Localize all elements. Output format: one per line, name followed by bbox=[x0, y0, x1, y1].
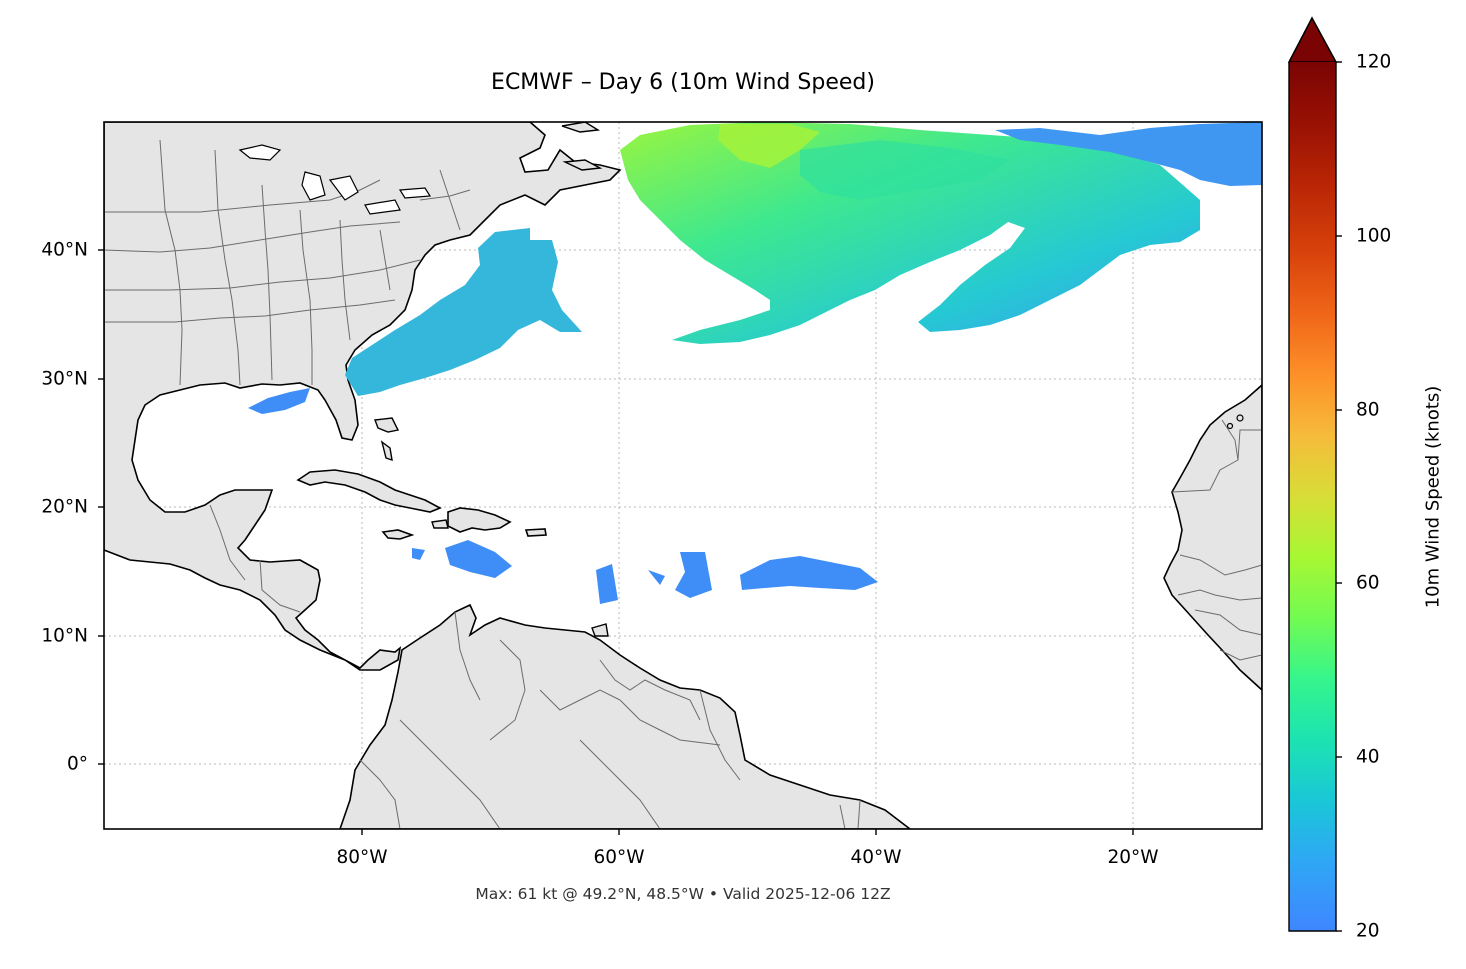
lon-label-20w: 20°W bbox=[1107, 847, 1159, 868]
great-lakes bbox=[238, 144, 432, 215]
colorbar-tick-label-20: 20 bbox=[1356, 920, 1380, 942]
gulf-island-land bbox=[561, 122, 601, 133]
colorbar-tick-label-40: 40 bbox=[1356, 746, 1380, 768]
wind-swath-jet-core bbox=[718, 124, 820, 168]
colorbar-tick-label-120: 120 bbox=[1356, 51, 1392, 73]
south-america-land bbox=[339, 603, 912, 829]
bahamas-land bbox=[374, 417, 449, 529]
wind-swath-us-east-coast bbox=[345, 228, 582, 396]
jamaica-land bbox=[381, 529, 415, 540]
pei-land bbox=[562, 159, 603, 171]
lat-label-0: 0° bbox=[66, 753, 88, 775]
lat-label-20n: 20°N bbox=[41, 496, 88, 518]
map-title: ECMWF – Day 6 (10m Wind Speed) bbox=[491, 70, 875, 95]
colorbar-gradient bbox=[1289, 62, 1336, 931]
lat-label-10n: 10°N bbox=[41, 625, 88, 647]
colorbar-tick-label-80: 80 bbox=[1356, 399, 1380, 421]
africa-land bbox=[1163, 383, 1262, 692]
colorbar bbox=[1287, 16, 1342, 932]
wind-swath-north-atlantic-jet bbox=[620, 122, 1200, 344]
lon-label-80w: 80°W bbox=[336, 847, 388, 868]
colorbar-tick-label-100: 100 bbox=[1356, 225, 1392, 247]
max-wind-note: Max: 61 kt @ 49.2°N, 48.5°W • Valid 2025… bbox=[475, 885, 891, 903]
map-frame bbox=[103, 121, 1263, 830]
colorbar-ticks bbox=[1336, 61, 1342, 932]
trinidad-land bbox=[591, 623, 609, 637]
lon-label-60w: 60°W bbox=[593, 847, 645, 868]
lat-label-40n: 40°N bbox=[41, 239, 88, 261]
colorbar-label: 10m Wind Speed (knots) bbox=[1422, 385, 1444, 609]
political-borders bbox=[104, 139, 1262, 829]
canary-islands bbox=[1226, 414, 1244, 430]
wind-swath-caribbean bbox=[412, 540, 878, 604]
wind-swath-jet-mid bbox=[800, 140, 1010, 200]
lon-label-40w: 40°W bbox=[850, 847, 902, 868]
axis-ticks bbox=[98, 249, 1134, 835]
colorbar-extend-arrow bbox=[1287, 16, 1338, 63]
cuba-land bbox=[296, 469, 442, 513]
wind-swath-east-atlantic bbox=[995, 122, 1262, 186]
wind-speed-field bbox=[248, 122, 1262, 604]
wind-swath-gulf bbox=[248, 388, 310, 414]
north-america-land bbox=[104, 122, 622, 671]
hispaniola-land bbox=[447, 507, 512, 533]
puerto-rico-land bbox=[524, 528, 547, 537]
colorbar-tick-label-60: 60 bbox=[1356, 572, 1380, 594]
lat-label-30n: 30°N bbox=[41, 368, 88, 390]
